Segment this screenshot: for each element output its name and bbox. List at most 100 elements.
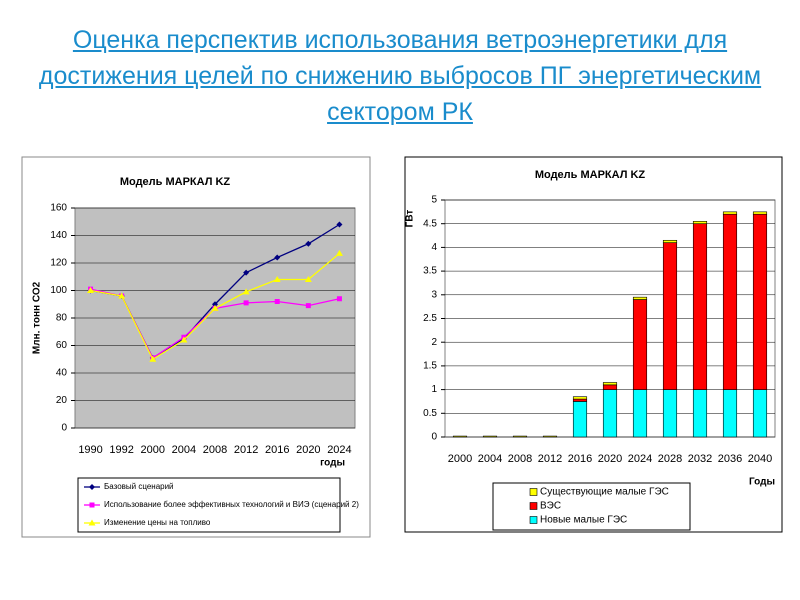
marker <box>211 304 219 311</box>
bar-segment <box>662 239 678 243</box>
chart-title: Модель МАРКАЛ KZ <box>535 169 646 181</box>
legend-label: Новые малые ГЭС <box>540 515 627 526</box>
y-tick-label: 80 <box>56 313 68 324</box>
bar-segment <box>752 389 768 438</box>
x-axis-label: Годы <box>749 477 775 488</box>
bar-segment <box>512 435 528 438</box>
marker <box>336 296 342 302</box>
marker <box>87 287 95 293</box>
legend-box <box>492 482 691 531</box>
y-axis-label: Млн. тонн СО2 <box>32 281 43 354</box>
bar-segment <box>452 435 468 438</box>
chart-title: Модель МАРКАЛ KZ <box>120 176 231 188</box>
bar-segment <box>662 389 678 438</box>
x-tick-label: 2000 <box>448 453 472 465</box>
marker <box>305 303 311 309</box>
y-tick-label: 60 <box>56 340 68 351</box>
x-tick-label: 2028 <box>658 453 682 465</box>
marker <box>180 336 188 343</box>
legend-swatch <box>529 488 538 496</box>
y-tick-label: 4 <box>431 242 437 253</box>
x-axis-label: годы <box>320 458 345 469</box>
x-tick-label: 2024 <box>628 453 652 465</box>
legend-label: Существующие малые ГЭС <box>540 487 669 498</box>
bar-segment <box>482 435 498 438</box>
marker <box>335 249 343 256</box>
y-tick-label: 1.5 <box>423 361 437 372</box>
y-tick-label: 120 <box>50 258 67 269</box>
x-tick-label: 2040 <box>748 453 772 465</box>
marker <box>336 221 343 228</box>
bar-segment <box>752 213 768 390</box>
x-tick-label: 1990 <box>78 444 102 456</box>
marker <box>274 254 281 261</box>
bar-segment <box>632 299 648 390</box>
y-tick-label: 0 <box>431 432 437 443</box>
bar-segment <box>722 389 738 438</box>
bar-segment <box>722 213 738 390</box>
marker <box>88 519 96 526</box>
y-tick-label: 4.5 <box>423 218 437 229</box>
x-tick-label: 2004 <box>172 444 196 456</box>
marker <box>305 240 312 247</box>
marker <box>304 276 312 282</box>
x-tick-label: 2012 <box>538 453 562 465</box>
marker <box>273 276 281 282</box>
marker <box>89 484 95 490</box>
bar-segment <box>692 223 708 390</box>
bar-segment <box>602 384 618 390</box>
marker <box>212 301 218 308</box>
legend-label: ВЭС <box>540 501 561 512</box>
bar-segment <box>632 296 648 300</box>
y-tick-label: 160 <box>50 203 67 214</box>
y-tick-label: 2 <box>431 337 437 348</box>
x-tick-label: 2016 <box>265 444 289 456</box>
bar-segment <box>692 221 708 225</box>
legend-box <box>77 477 341 533</box>
x-tick-label: 2000 <box>141 444 165 456</box>
x-tick-label: 1992 <box>109 444 133 456</box>
x-tick-label: 2016 <box>568 453 592 465</box>
x-tick-label: 2004 <box>478 453 502 465</box>
y-tick-label: 3 <box>431 289 437 300</box>
bar-segment <box>572 396 588 400</box>
x-tick-label: 2032 <box>688 453 712 465</box>
y-tick-label: 5 <box>431 195 437 206</box>
legend-swatch <box>529 502 538 510</box>
x-tick-label: 2008 <box>508 453 532 465</box>
bar-segment <box>602 389 618 438</box>
x-tick-label: 2012 <box>234 444 258 456</box>
marker <box>274 299 280 304</box>
y-tick-label: 20 <box>56 395 68 406</box>
legend-label: Использование более эффективных технолог… <box>104 500 359 509</box>
y-tick-label: 0.5 <box>423 408 437 419</box>
bar-segment <box>572 398 588 402</box>
x-tick-label: 2036 <box>718 453 742 465</box>
marker <box>243 300 249 306</box>
marker <box>242 288 250 295</box>
legend-label: Изменение цены на топливо <box>104 518 211 527</box>
bar-segment <box>542 435 558 438</box>
y-axis-label: ГВт <box>405 210 416 228</box>
x-tick-label: 2020 <box>598 453 622 465</box>
slide-title: Оценка перспектив использования ветроэне… <box>38 26 762 126</box>
bar-segment <box>572 401 588 438</box>
y-tick-label: 1 <box>431 384 437 395</box>
y-tick-label: 100 <box>50 285 67 296</box>
bar-segment <box>692 389 708 438</box>
bar-segment <box>662 242 678 390</box>
y-tick-label: 3.5 <box>423 266 437 277</box>
x-tick-label: 2024 <box>327 444 351 456</box>
marker <box>118 292 126 299</box>
bar-segment <box>722 211 738 215</box>
y-tick-label: 2.5 <box>423 313 437 324</box>
y-tick-label: 40 <box>56 368 68 379</box>
y-tick-label: 0 <box>61 423 67 434</box>
bar-segment <box>632 389 648 438</box>
legend-label: Базовый сценарий <box>104 482 174 491</box>
y-tick-label: 140 <box>50 230 67 241</box>
bar-segment <box>752 211 768 215</box>
marker <box>149 355 157 362</box>
